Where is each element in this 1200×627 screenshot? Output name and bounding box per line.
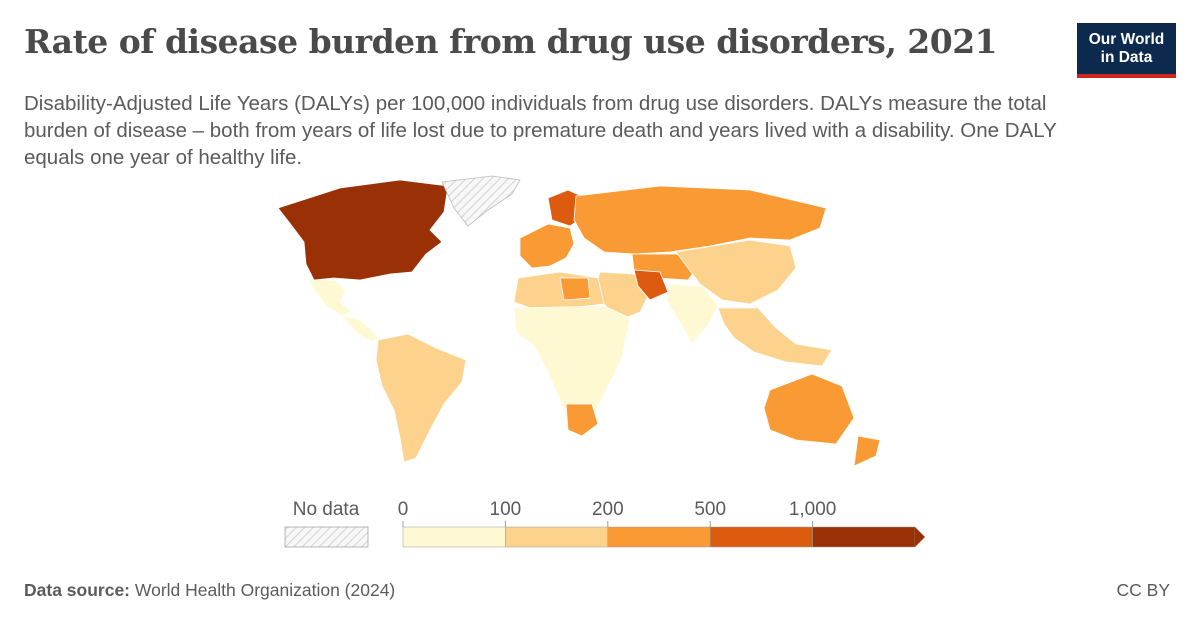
region-western-europe[interactable] [519, 223, 575, 269]
legend-bin-0[interactable] [402, 526, 506, 548]
logo-line-1: Our World [1088, 31, 1165, 48]
region-russia[interactable] [573, 185, 827, 255]
legend-no-data-swatch[interactable] [284, 526, 369, 548]
legend-label-4: 1,000 [789, 499, 837, 520]
region-central-america[interactable] [340, 315, 379, 343]
region-south-asia[interactable] [665, 283, 719, 345]
region-iran[interactable] [633, 269, 669, 301]
legend-no-data-label: No data [293, 499, 360, 520]
chart-subtitle: Disability-Adjusted Life Years (DALYs) p… [24, 92, 1057, 169]
legend-label-3: 500 [694, 499, 726, 520]
region-greenland[interactable] [441, 175, 521, 227]
region-mexico[interactable] [307, 279, 353, 317]
region-north-america[interactable] [277, 179, 449, 281]
legend-bin-2[interactable] [607, 526, 711, 548]
legend-label-2: 200 [592, 499, 624, 520]
data-source: Data source: World Health Organization (… [24, 580, 395, 601]
region-australia[interactable] [763, 373, 855, 445]
region-south-africa[interactable] [565, 403, 599, 437]
owid-logo[interactable]: Our World in Data [1077, 23, 1176, 78]
legend-arrow-tip [915, 527, 925, 547]
license-text[interactable]: CC BY [1116, 580, 1170, 600]
legend-bin-3[interactable] [709, 526, 813, 548]
legend-label-1: 100 [490, 499, 522, 520]
legend-bin-1[interactable] [505, 526, 609, 548]
legend-bin-4[interactable] [812, 526, 916, 548]
data-source-text[interactable]: World Health Organization (2024) [134, 580, 396, 600]
region-new-zealand[interactable] [853, 435, 881, 467]
data-source-label: Data source: [24, 580, 131, 600]
region-libya[interactable] [559, 277, 591, 301]
region-southeast-asia[interactable] [717, 307, 833, 367]
region-south-america[interactable] [375, 333, 467, 463]
legend-label-0: 0 [398, 499, 409, 520]
region-china[interactable] [675, 239, 797, 305]
logo-line-2: in Data [1100, 49, 1153, 66]
chart-title: Rate of disease burden from drug use dis… [24, 22, 998, 61]
region-north-africa[interactable] [513, 271, 605, 311]
world-map [277, 175, 881, 467]
